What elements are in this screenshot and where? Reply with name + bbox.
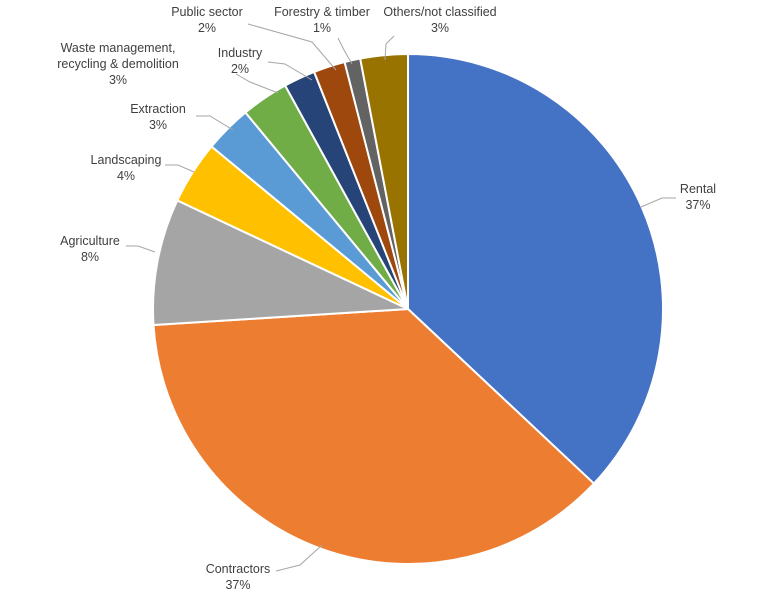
data-label-agriculture: Agriculture 8% (60, 234, 120, 264)
data-label-value: 3% (431, 21, 449, 35)
data-label-forestry-timber: Forestry & timber 1% (274, 5, 370, 35)
pie-slice-rental (407, 52, 664, 485)
data-label-category: Landscaping (91, 153, 162, 167)
leader-lines-layer (126, 23, 676, 572)
slices-layer (152, 52, 664, 565)
data-label-value: 37% (685, 198, 710, 212)
data-label-value: 3% (109, 73, 127, 87)
leader-line-waste-management-recycling-demolition (235, 73, 279, 94)
data-label-value: 37% (225, 578, 250, 592)
leader-line-rental (640, 197, 676, 208)
data-label-value: 3% (149, 118, 167, 132)
data-label-value: 4% (117, 169, 135, 183)
pie-slice-agriculture (152, 199, 409, 327)
data-label-value: 1% (313, 21, 331, 35)
data-label-industry: Industry 2% (218, 46, 263, 76)
leader-line-landscaping (165, 164, 195, 173)
data-label-category: Extraction (130, 102, 186, 116)
data-label-category: Others/not classified (383, 5, 496, 19)
data-label-category: Waste management, (61, 41, 176, 55)
leader-line-others-not-classified (384, 35, 395, 61)
data-label-value: 8% (81, 250, 99, 264)
data-label-value: 2% (231, 62, 249, 76)
leader-line-public-sector (247, 23, 337, 71)
data-label-category: Rental (680, 182, 716, 196)
data-label-category: Forestry & timber (274, 5, 370, 19)
data-labels-layer: Rental 37% Contractors 37% Agriculture 8% Land… (57, 5, 716, 592)
leader-line-extraction (196, 115, 234, 131)
pie-slice-contractors (152, 307, 596, 565)
leader-line-industry (267, 61, 313, 81)
data-label-category: recycling & demolition (57, 57, 179, 71)
data-label-category: Industry (218, 46, 263, 60)
leader-line-contractors (275, 544, 323, 572)
data-label-landscaping: Landscaping 4% (91, 153, 162, 183)
data-label-contractors: Contractors 37% (206, 562, 271, 592)
data-label-extraction: Extraction 3% (130, 102, 186, 132)
data-label-category: Public sector (171, 5, 243, 19)
leader-line-agriculture (126, 245, 156, 253)
data-label-public-sector: Public sector 2% (171, 5, 243, 35)
data-label-value: 2% (198, 21, 216, 35)
data-label-category: Agriculture (60, 234, 120, 248)
leader-line-forestry-timber (337, 37, 353, 65)
data-label-waste-management-recycling-demolition: Waste management, recycling & demolition 3… (57, 41, 179, 87)
data-label-rental: Rental 37% (680, 182, 716, 212)
pie-slice-others-not-classified (359, 52, 409, 310)
data-label-others-not-classified: Others/not classified 3% (383, 5, 496, 35)
data-label-category: Contractors (206, 562, 271, 576)
